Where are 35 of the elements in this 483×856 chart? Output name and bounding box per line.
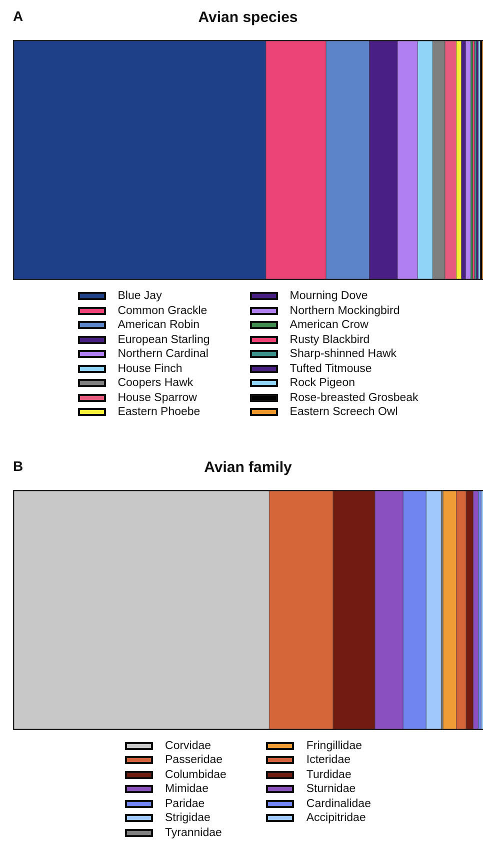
legend-label: Accipitridae	[306, 812, 366, 824]
legend-label: Icteridae	[306, 754, 350, 766]
legend-label: Common Grackle	[118, 304, 208, 317]
legend-label: Northern Cardinal	[118, 348, 208, 360]
legend-label: Tyrannidae	[165, 826, 222, 839]
legend-label: Tufted Titmouse	[290, 362, 372, 375]
legend-label: Northern Mockingbird	[290, 304, 400, 317]
chart-title: Avian family	[204, 458, 292, 476]
legend-label: Mourning Dove	[290, 290, 368, 302]
legend-label: House Finch	[118, 362, 182, 375]
legend-label: American Robin	[118, 319, 200, 332]
text: A	[13, 8, 24, 24]
legend-label: European Starling	[118, 334, 210, 346]
text: B	[13, 458, 24, 474]
legend-label: Rock Pigeon	[290, 377, 355, 390]
legend-label: Fringillidae	[306, 740, 362, 752]
series-label: Blue Jay	[118, 290, 162, 302]
legend-label: Paridae	[165, 798, 205, 810]
legend-label: Sturnidae	[306, 783, 356, 796]
legend-label: American Crow	[290, 319, 368, 332]
legend-label: Mimidae	[165, 783, 208, 796]
legend-label: Strigidae	[165, 812, 210, 824]
legend-label: Coopers Hawk	[118, 377, 194, 390]
legend-label: Eastern Phoebe	[118, 406, 200, 418]
legend-label: Columbidae	[165, 768, 226, 781]
legend-label: Cardinalidae	[306, 798, 371, 810]
series-label: Corvidae	[165, 740, 212, 752]
chart-title: Avian species	[198, 9, 298, 26]
legend-label: Turdidae	[306, 768, 352, 781]
legend-label: Eastern Screech Owl	[290, 406, 398, 418]
legend-label: Rusty Blackbird	[290, 334, 370, 346]
legend-label: Rose-breasted Grosbeak	[290, 392, 418, 404]
legend-label: Sharp-shinned Hawk	[290, 348, 397, 360]
legend-label: House Sparrow	[118, 392, 197, 404]
legend-label: Passeridae	[165, 754, 223, 766]
